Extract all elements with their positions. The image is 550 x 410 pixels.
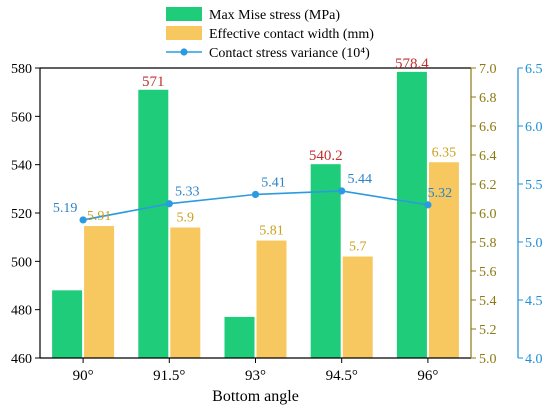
stress-bar bbox=[310, 164, 341, 358]
variance-point bbox=[251, 190, 260, 199]
right1-tick-label: 5.2 bbox=[479, 323, 497, 338]
variance-data-label: 5.44 bbox=[347, 172, 372, 187]
stress-bar bbox=[138, 89, 169, 358]
right2-tick-label: 6.5 bbox=[525, 62, 543, 77]
variance-data-label: 5.41 bbox=[261, 175, 286, 190]
left-tick-label: 520 bbox=[11, 207, 32, 222]
legend-label-width: Effective contact width (mm) bbox=[209, 27, 374, 42]
variance-point bbox=[165, 200, 173, 208]
stress-data-label: 578.4 bbox=[395, 56, 429, 72]
width-data-label: 5.9 bbox=[177, 211, 195, 226]
right1-tick-label: 7.0 bbox=[479, 62, 497, 77]
width-data-label: 5.81 bbox=[259, 224, 284, 239]
right2-tick-label: 5.0 bbox=[525, 236, 543, 251]
right1-tick-label: 6.4 bbox=[479, 149, 497, 164]
right2-tick-label: 6.0 bbox=[525, 120, 543, 135]
variance-point bbox=[79, 216, 87, 224]
width-data-label: 6.35 bbox=[432, 145, 457, 160]
right1-tick-label: 5.4 bbox=[479, 294, 497, 309]
width-bar bbox=[428, 162, 459, 358]
right2-tick-label: 4.5 bbox=[525, 294, 543, 309]
variance-point bbox=[338, 187, 346, 195]
width-data-label: 5.91 bbox=[87, 209, 112, 224]
right1-tick-label: 5.0 bbox=[479, 352, 497, 367]
left-tick-label: 580 bbox=[11, 62, 32, 77]
legend-swatch-stress bbox=[166, 7, 202, 21]
x-tick-label: 96° bbox=[417, 368, 438, 384]
left-tick-label: 560 bbox=[11, 110, 32, 125]
left-tick-label: 480 bbox=[11, 304, 32, 319]
legend-swatch-width bbox=[166, 26, 202, 40]
width-bar bbox=[84, 226, 115, 358]
x-axis-title: Bottom angle bbox=[212, 388, 299, 405]
left-tick-label: 540 bbox=[11, 159, 32, 174]
right1-tick-label: 6.0 bbox=[479, 207, 497, 222]
legend-label-stress: Max Mise stress (MPa) bbox=[209, 8, 340, 23]
x-tick-label: 90° bbox=[73, 368, 94, 384]
right1-tick-label: 5.6 bbox=[479, 265, 497, 280]
width-bar bbox=[170, 227, 201, 358]
right1-tick-label: 6.6 bbox=[479, 120, 497, 135]
legend-swatch-variance-dot bbox=[180, 48, 188, 56]
right1-tick-label: 6.2 bbox=[479, 178, 497, 193]
legend-label-variance: Contact stress variance (10⁴) bbox=[209, 46, 370, 61]
x-tick-label: 91.5° bbox=[153, 368, 185, 384]
left-tick-label: 460 bbox=[11, 352, 32, 367]
right1-tick-label: 5.8 bbox=[479, 236, 497, 251]
left-tick-label: 500 bbox=[11, 255, 32, 270]
variance-point bbox=[424, 201, 432, 209]
variance-data-label: 5.32 bbox=[428, 186, 453, 201]
x-tick-label: 93° bbox=[245, 368, 266, 384]
variance-data-label: 5.19 bbox=[53, 201, 78, 216]
right2-tick-label: 5.5 bbox=[525, 178, 543, 193]
x-tick-label: 94.5° bbox=[326, 368, 358, 384]
variance-data-label: 5.33 bbox=[175, 185, 200, 200]
stress-bar bbox=[224, 316, 255, 358]
right1-tick-label: 6.8 bbox=[479, 91, 497, 106]
stress-data-label: 540.2 bbox=[309, 148, 343, 164]
right2-tick-label: 4.0 bbox=[525, 352, 543, 367]
stress-bar bbox=[52, 290, 83, 358]
stress-data-label: 571 bbox=[142, 74, 165, 90]
width-bar bbox=[342, 256, 373, 358]
width-bar bbox=[256, 240, 287, 358]
width-data-label: 5.7 bbox=[349, 240, 367, 255]
stress-bar bbox=[396, 71, 427, 358]
